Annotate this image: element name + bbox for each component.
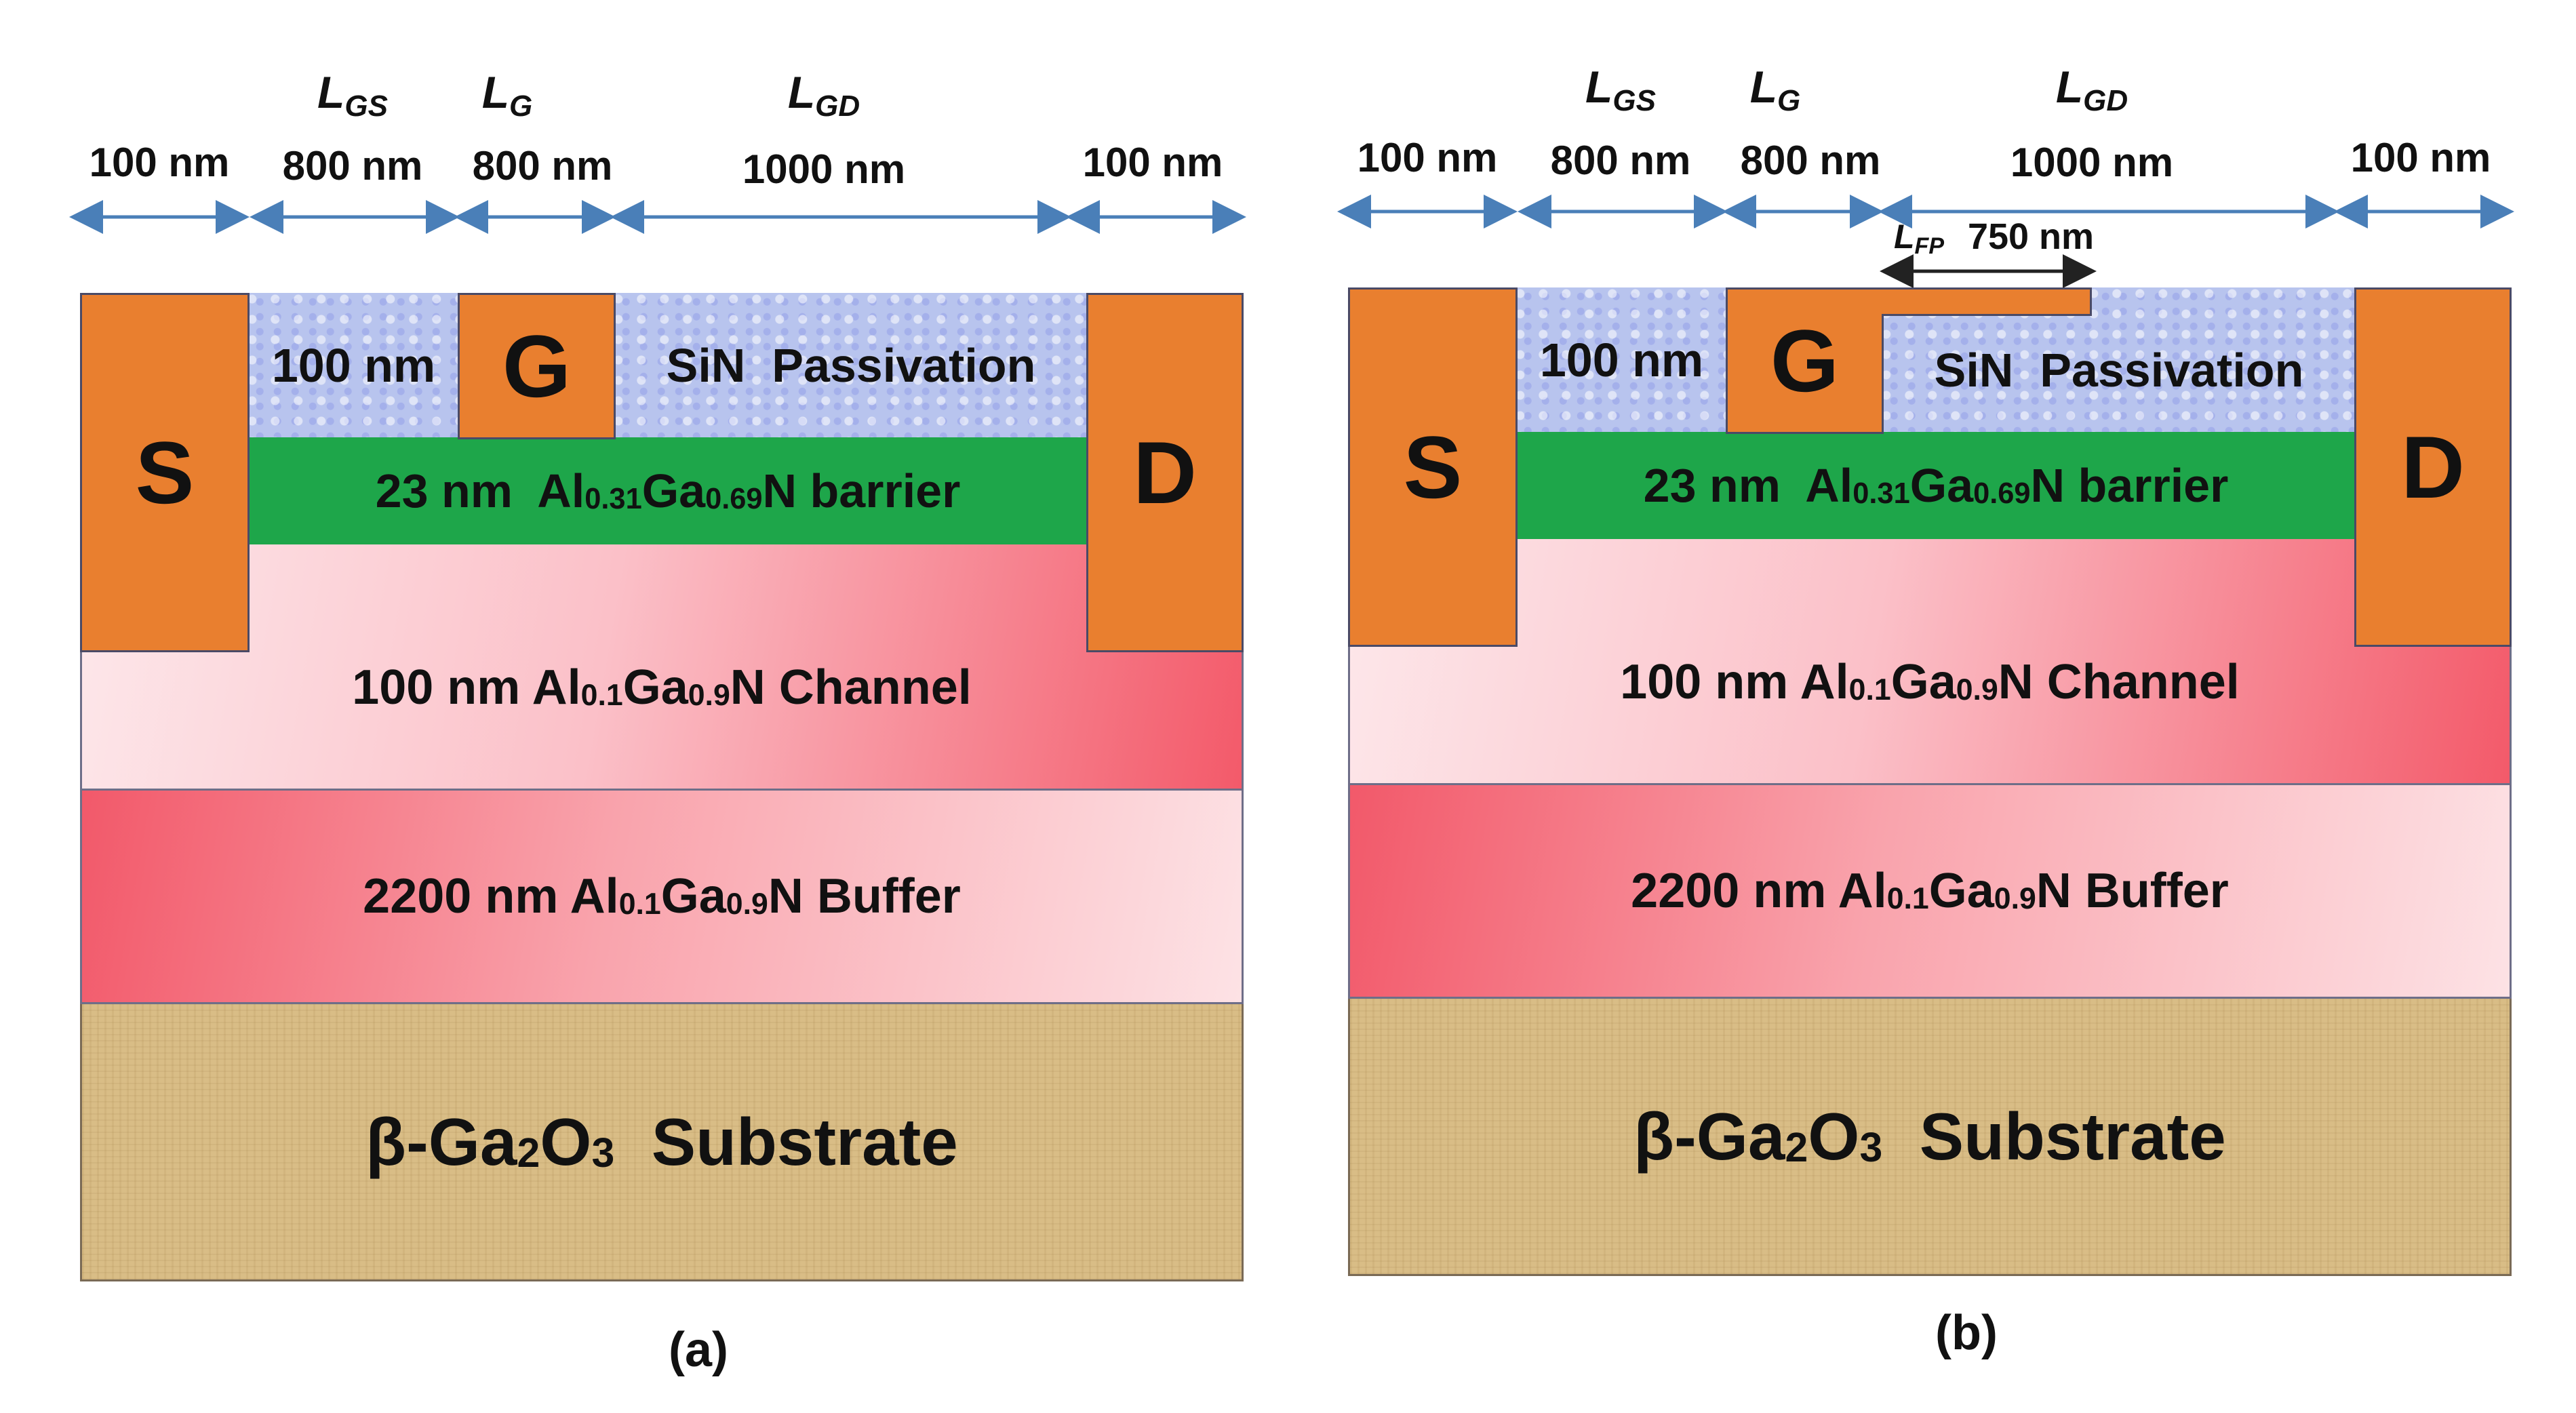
substrate-layer: β-Ga2O3 Substrate	[1348, 997, 2512, 1276]
dimension-arrows	[1337, 195, 2514, 288]
gs-length-label: 800 nm	[282, 143, 423, 188]
lg-symbol: LG	[481, 67, 533, 123]
lgs-symbol: LGS	[1585, 62, 1656, 117]
drain-electrode: D	[1086, 293, 1244, 652]
drain-electrode: D	[2354, 287, 2512, 647]
gate-length-label: 800 nm	[1740, 138, 1881, 183]
gate-electrode: G	[458, 293, 616, 439]
buffer-layer: 2200 nm Al0.1Ga0.9N Buffer	[1348, 783, 2512, 999]
panel-a: LGS LG LGD 100 nm 800 nm 800 nm 1000 nm …	[0, 0, 1246, 1413]
gate-electrode: G	[1726, 287, 1884, 434]
source-width-label: 100 nm	[89, 140, 230, 185]
sin-passivation-left: 100 nm	[1515, 287, 1728, 432]
field-plate	[1882, 287, 2092, 316]
gs-length-label: 800 nm	[1550, 138, 1691, 183]
channel-layer: 100 nm Al0.1Ga0.9N Channel	[80, 542, 1244, 791]
lgd-symbol: LGD	[2055, 62, 2128, 117]
dimension-arrows	[69, 200, 1246, 234]
drain-width-label: 100 nm	[1082, 140, 1223, 185]
panel-b: LGS LG LGD 100 nm 800 nm 800 nm 1000 nm …	[1268, 0, 2514, 1413]
gd-length-label: 1000 nm	[2010, 140, 2174, 185]
channel-layer: 100 nm Al0.1Ga0.9N Channel	[1348, 537, 2512, 785]
source-electrode: S	[1348, 287, 1518, 647]
sin-passivation-right: SiN Passivation	[1882, 287, 2356, 432]
lg-symbol: LG	[1749, 62, 1801, 117]
gate-length-label: 800 nm	[472, 143, 613, 188]
substrate-layer: β-Ga2O3 Substrate	[80, 1002, 1244, 1281]
lgs-symbol: LGS	[317, 67, 388, 123]
source-width-label: 100 nm	[1357, 135, 1498, 180]
sin-passivation-right: SiN Passivation	[614, 293, 1088, 437]
barrier-layer: 23 nm Al0.31Ga0.69N barrier	[247, 437, 1088, 544]
source-electrode: S	[80, 293, 250, 652]
panel-a-caption: (a)	[669, 1323, 728, 1377]
buffer-layer: 2200 nm Al0.1Ga0.9N Buffer	[80, 789, 1244, 1004]
drain-width-label: 100 nm	[2350, 135, 2491, 180]
lgd-symbol: LGD	[787, 67, 860, 123]
sin-passivation-left: 100 nm	[247, 293, 460, 437]
panel-b-caption: (b)	[1935, 1306, 1998, 1360]
gd-length-label: 1000 nm	[742, 146, 906, 192]
barrier-layer: 23 nm Al0.31Ga0.69N barrier	[1515, 432, 2356, 539]
